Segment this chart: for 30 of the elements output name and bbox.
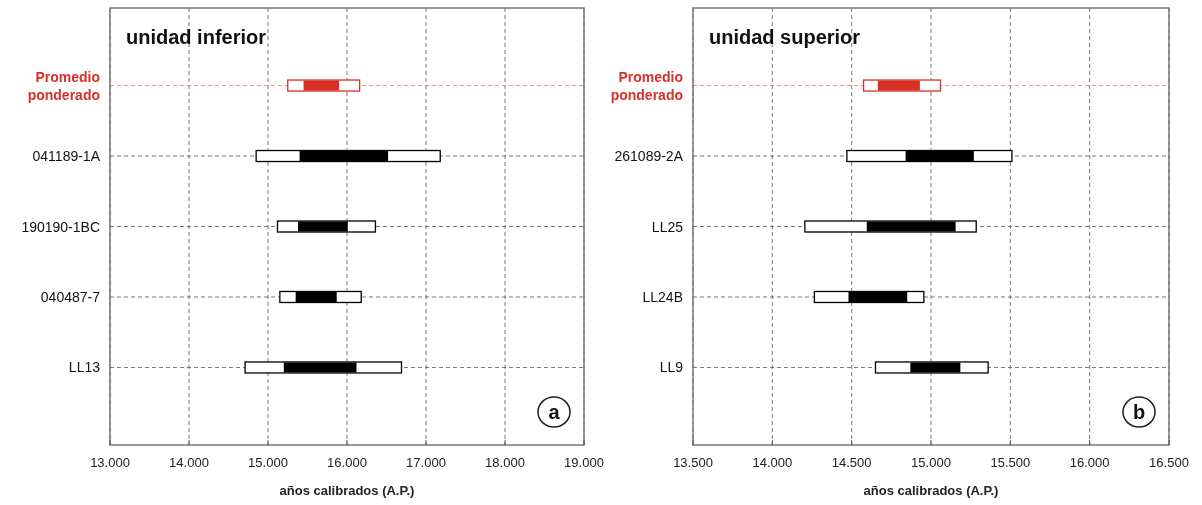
x-tick-label: 13.500 [673,455,713,470]
y-tick-label: 261089-2A [614,148,684,165]
y-tick-label: 040487-7 [40,288,101,305]
text: unidad inferior [126,26,267,48]
x-tick-label: 16.000 [327,455,367,470]
x-tick-label: 15.500 [990,455,1031,470]
text: unidad superior [709,26,861,48]
y-tick-label: LL13 [68,359,101,376]
x-tick-label: 14.000 [752,455,793,470]
x-tick-label: 19.000 [564,455,604,470]
x-tick-label: 16.000 [1069,455,1110,470]
x-tick-label: 15.000 [248,455,288,470]
y-tick-label: LL25 [651,218,684,235]
y-tick-label: 041189-1A [32,148,101,165]
x-tick-label: 13.000 [90,455,130,470]
x-tick-label: 14.500 [831,455,872,470]
annotation: b [1132,401,1146,423]
x-tick-label: 17.000 [406,455,446,470]
y-tick-label: LL9 [659,359,684,376]
y-tick-label: 190190-1BC [21,218,100,235]
y-tick-label: Promedio ponderado [27,68,100,103]
y-tick-label: Promedio ponderado [610,68,683,103]
x-axis-title: años calibrados (A.P.) [279,483,415,498]
x-tick-label: 15.000 [911,455,951,470]
x-tick-label: 16.500 [1149,455,1189,470]
x-axis-title: años calibrados (A.P.) [863,483,999,498]
x-tick-label: 14.000 [169,455,209,470]
y-tick-label: LL24B [642,288,683,305]
annotation: a [548,401,561,423]
x-tick-label: 18.000 [485,455,525,470]
